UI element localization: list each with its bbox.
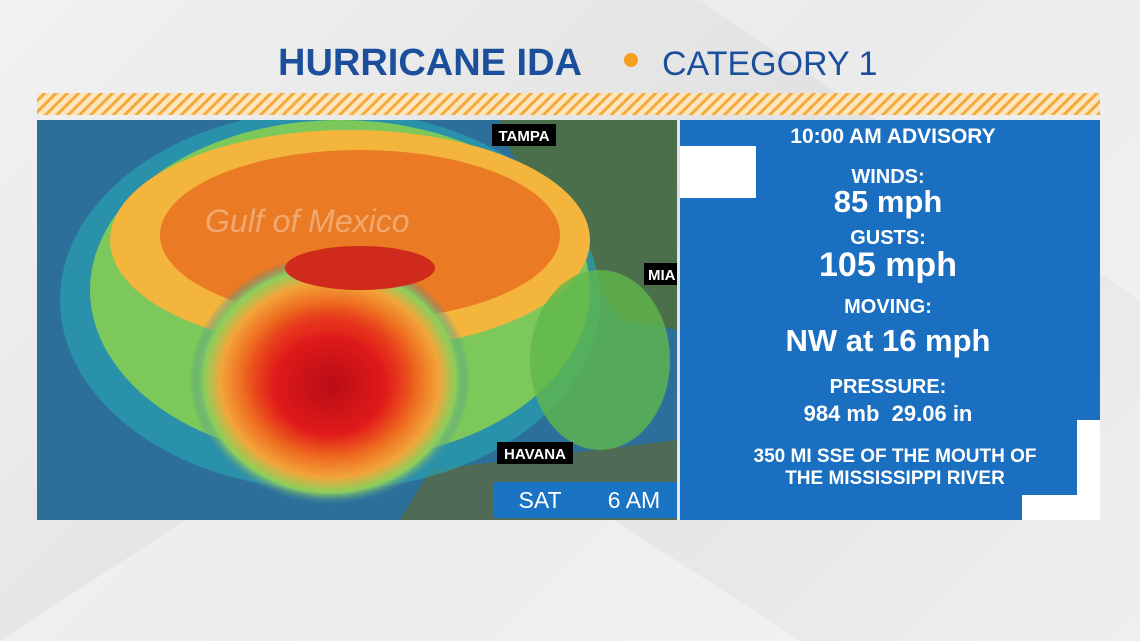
advisory-time: 10:00 AM ADVISORY bbox=[790, 125, 995, 148]
radar-map: Gulf of Mexico TAMPA MIA HAVANA SAT 6 AM bbox=[37, 120, 677, 520]
stat-value: 105 mph bbox=[819, 246, 957, 284]
stat-label: GUSTS: bbox=[850, 227, 926, 249]
advisory-panel: 10:00 AM ADVISORY WINDS: 85 mph GUSTS: 1… bbox=[680, 120, 1100, 520]
separator-dot bbox=[624, 53, 638, 67]
stat-value: NW at 16 mph bbox=[786, 323, 991, 358]
city-label: MIA bbox=[648, 267, 676, 284]
city-label: HAVANA bbox=[504, 446, 566, 463]
map-time: 6 AM bbox=[608, 487, 660, 513]
water-label: Gulf of Mexico bbox=[205, 203, 410, 239]
stat-value: 85 mph bbox=[834, 184, 943, 219]
stat-value: 984 mb 29.06 in bbox=[804, 401, 973, 426]
location-line: 350 MI SSE OF THE MOUTH OF bbox=[754, 446, 1037, 467]
category: CATEGORY 1 bbox=[662, 45, 877, 83]
stat-label: WINDS: bbox=[851, 166, 924, 188]
stripe-band bbox=[37, 93, 1100, 115]
location-line: THE MISSISSIPPI RIVER bbox=[785, 468, 1005, 489]
stat-label: PRESSURE: bbox=[830, 376, 947, 398]
city-label: TAMPA bbox=[498, 128, 549, 145]
map-day: SAT bbox=[518, 487, 561, 513]
title: HURRICANE IDA bbox=[278, 42, 582, 84]
stat-label: MOVING: bbox=[844, 296, 932, 318]
